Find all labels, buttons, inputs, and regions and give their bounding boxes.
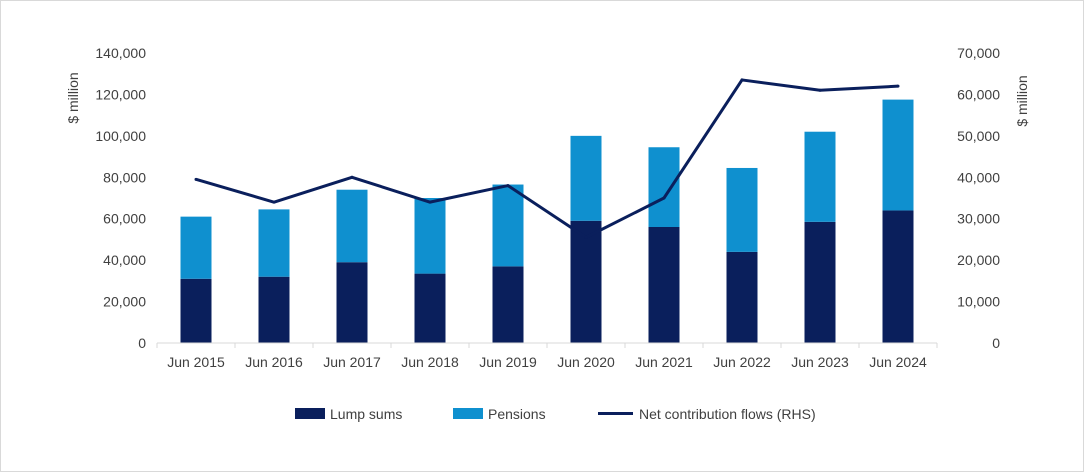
- line-point: [428, 200, 432, 204]
- left-tick-label: 0: [138, 335, 146, 351]
- x-tick-label: Jun 2020: [557, 354, 615, 370]
- line-point: [896, 84, 900, 88]
- bar-lump-sums: [336, 262, 368, 343]
- bar-pensions: [258, 209, 290, 277]
- bar-lump-sums: [648, 227, 680, 343]
- legend: Lump sums Pensions Net contribution flow…: [295, 406, 816, 422]
- x-tick-label: Jun 2021: [635, 354, 693, 370]
- bar-lump-sums: [414, 273, 446, 343]
- bar-pensions: [804, 131, 836, 222]
- right-tick-label: 0: [992, 335, 1000, 351]
- bar-lump-sums: [258, 276, 290, 343]
- right-tick-label: 10,000: [957, 294, 1000, 310]
- bar-pensions: [180, 216, 212, 279]
- bar-pensions: [336, 189, 368, 263]
- x-tick-label: Jun 2023: [791, 354, 849, 370]
- left-tick-label: 100,000: [95, 128, 146, 144]
- x-tick-label: Jun 2022: [713, 354, 771, 370]
- left-tick-label: 60,000: [103, 211, 146, 227]
- left-axis: 0 20,000 40,000 60,000 80,000 100,000 120,000 1…: [95, 45, 146, 351]
- left-tick-label: 140,000: [95, 45, 146, 61]
- line-point: [740, 78, 744, 82]
- right-tick-label: 30,000: [957, 211, 1000, 227]
- bar-lump-sums: [726, 251, 758, 343]
- line-point: [272, 200, 276, 204]
- line-net-contribution-flows-rhs: [195, 78, 899, 239]
- legend-swatch-lump-sums: [295, 408, 325, 419]
- line-point: [194, 177, 198, 181]
- bars-layer: [180, 99, 914, 343]
- x-tick-label: Jun 2017: [323, 354, 381, 370]
- bar-pensions: [414, 198, 446, 274]
- legend-label-pensions: Pensions: [488, 406, 546, 422]
- left-tick-label: 40,000: [103, 252, 146, 268]
- x-tick-label: Jun 2015: [167, 354, 225, 370]
- x-tick-label: Jun 2019: [479, 354, 537, 370]
- bar-lump-sums: [492, 266, 524, 343]
- left-tick-label: 20,000: [103, 294, 146, 310]
- right-axis: 0 10,000 20,000 30,000 40,000 50,000 60,000 70,…: [957, 45, 1000, 351]
- x-axis: Jun 2015 Jun 2016 Jun 2017 Jun 2018 Jun 2019…: [156, 343, 938, 370]
- bar-pensions: [570, 135, 602, 221]
- right-tick-label: 40,000: [957, 169, 1000, 185]
- legend-label-net-flows: Net contribution flows (RHS): [639, 406, 816, 422]
- bar-pensions: [492, 184, 524, 267]
- bar-pensions: [882, 99, 914, 211]
- line-point: [662, 196, 666, 200]
- line-point: [818, 88, 822, 92]
- left-axis-title: $ million: [65, 72, 81, 123]
- legend-label-lump-sums: Lump sums: [330, 406, 402, 422]
- right-tick-label: 20,000: [957, 252, 1000, 268]
- right-axis-title: $ million: [1014, 75, 1030, 126]
- bar-pensions: [726, 167, 758, 252]
- right-tick-label: 50,000: [957, 128, 1000, 144]
- bar-lump-sums: [180, 278, 212, 343]
- bar-lump-sums: [570, 220, 602, 343]
- x-tick-label: Jun 2016: [245, 354, 303, 370]
- left-tick-label: 80,000: [103, 169, 146, 185]
- line-layer: [194, 78, 900, 239]
- line-point: [506, 184, 510, 188]
- bar-lump-sums: [804, 221, 836, 343]
- bar-pensions: [648, 147, 680, 227]
- line-point: [350, 175, 354, 179]
- x-tick-label: Jun 2024: [869, 354, 927, 370]
- right-tick-label: 70,000: [957, 45, 1000, 61]
- right-tick-label: 60,000: [957, 86, 1000, 102]
- line-point: [584, 235, 588, 239]
- x-tick-label: Jun 2018: [401, 354, 459, 370]
- left-tick-label: 120,000: [95, 86, 146, 102]
- bar-lump-sums: [882, 210, 914, 343]
- legend-swatch-pensions: [453, 408, 483, 419]
